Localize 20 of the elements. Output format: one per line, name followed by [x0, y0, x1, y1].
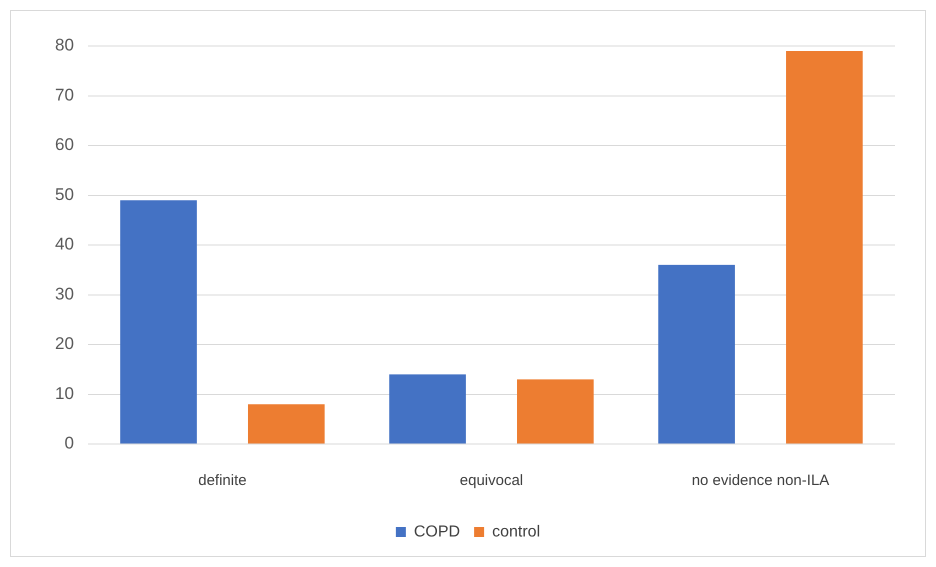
bar — [517, 379, 594, 444]
x-tick-label: equivocal — [460, 472, 524, 490]
legend-label: control — [492, 523, 540, 540]
x-tick-label: definite — [198, 472, 247, 490]
y-tick-label: 80 — [54, 36, 74, 55]
y-tick-label: 40 — [54, 234, 74, 254]
bar — [120, 200, 197, 444]
y-tick-label: 50 — [54, 184, 74, 204]
bar — [658, 264, 735, 444]
x-tick-label: no evidence non-ILA — [692, 472, 830, 490]
y-tick-label: 20 — [54, 334, 74, 354]
bar — [786, 50, 863, 444]
y-tick-label: 10 — [54, 384, 74, 403]
y-tick-label: 60 — [54, 135, 74, 154]
bar — [389, 374, 466, 444]
y-tick-label: 30 — [54, 284, 74, 304]
y-tick-label: 0 — [64, 434, 74, 453]
bar — [248, 404, 325, 444]
legend-label: COPD — [414, 523, 460, 540]
y-tick-label: 70 — [54, 85, 74, 104]
